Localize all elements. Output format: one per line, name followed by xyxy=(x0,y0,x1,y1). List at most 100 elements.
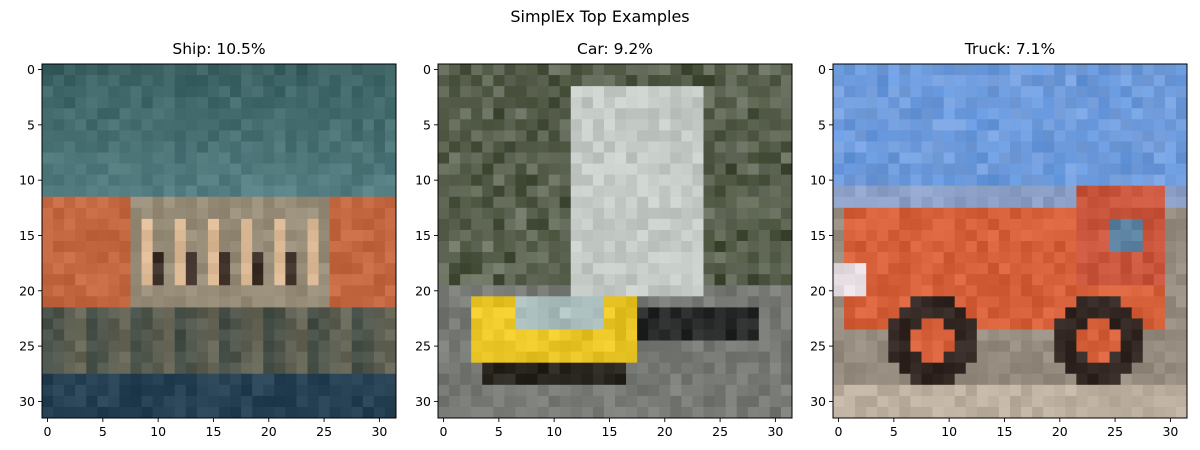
y-tick-label: 10 xyxy=(810,173,826,188)
pixel xyxy=(866,141,878,153)
pixel xyxy=(692,241,704,253)
pixel xyxy=(910,329,922,341)
pixel xyxy=(877,185,889,198)
pixel xyxy=(548,351,561,364)
pixel xyxy=(1076,252,1088,264)
pixel xyxy=(449,318,461,330)
pixel xyxy=(53,174,65,187)
pixel xyxy=(1010,318,1022,330)
pixel xyxy=(736,373,749,386)
pixel xyxy=(1120,86,1133,98)
pixel xyxy=(329,152,342,164)
pixel xyxy=(97,97,109,109)
pixel xyxy=(703,174,715,187)
pixel xyxy=(274,185,286,198)
pixel xyxy=(174,119,187,131)
pixel xyxy=(626,307,638,319)
pixel xyxy=(1109,130,1122,142)
pixel xyxy=(866,395,878,408)
pixel xyxy=(736,406,749,419)
pixel xyxy=(515,130,527,142)
pixel xyxy=(163,329,176,341)
pixel xyxy=(888,263,900,275)
pixel xyxy=(482,163,494,176)
pixel xyxy=(1076,362,1088,375)
pixel xyxy=(714,152,727,164)
x-tick-label: 25 xyxy=(1107,424,1123,439)
pixel xyxy=(877,318,889,330)
pixel xyxy=(681,274,693,286)
axes-frame xyxy=(41,63,397,419)
pixel xyxy=(108,141,120,153)
pixel xyxy=(1109,141,1122,153)
pixel xyxy=(670,340,682,353)
y-tick-label: 30 xyxy=(19,394,35,409)
pixel xyxy=(53,196,65,209)
pixel xyxy=(637,285,649,297)
pixel xyxy=(833,318,845,330)
pixel xyxy=(758,108,771,120)
pixel xyxy=(1131,141,1144,153)
pixel xyxy=(548,163,561,176)
pixel xyxy=(1076,218,1088,231)
pixel xyxy=(219,152,231,164)
pixel xyxy=(449,384,461,397)
pixel xyxy=(648,130,660,142)
pixel xyxy=(318,329,331,341)
pixel xyxy=(340,384,353,397)
pixel xyxy=(174,373,187,386)
pixel xyxy=(855,86,867,98)
pixel xyxy=(1120,229,1133,242)
pixel xyxy=(307,351,319,364)
pixel xyxy=(340,285,353,297)
pixel xyxy=(769,108,782,120)
pixel xyxy=(1164,174,1177,187)
pixel xyxy=(910,152,922,164)
pixel xyxy=(592,64,605,76)
pixel xyxy=(910,174,922,187)
pixel xyxy=(932,340,945,353)
pixel xyxy=(559,252,572,264)
pixel xyxy=(877,196,889,209)
pixel xyxy=(97,318,109,330)
pixel xyxy=(219,130,231,142)
pixel xyxy=(384,351,397,364)
pixel xyxy=(108,218,120,231)
y-tick-label: 30 xyxy=(415,394,431,409)
pixel xyxy=(438,307,450,319)
pixel xyxy=(318,263,331,275)
pixel xyxy=(1098,252,1110,264)
pixel xyxy=(207,351,220,364)
pixel xyxy=(196,152,209,164)
y-tick-label: 0 xyxy=(423,62,431,77)
pixel xyxy=(471,152,483,164)
pixel xyxy=(1065,285,1077,297)
pixel xyxy=(1076,174,1088,187)
pixel xyxy=(780,97,793,109)
pixel xyxy=(384,395,397,408)
pixel xyxy=(318,75,331,87)
pixel xyxy=(53,207,65,220)
pixel xyxy=(987,152,1000,164)
pixel xyxy=(714,373,727,386)
pixel xyxy=(758,263,771,275)
pixel xyxy=(921,75,933,87)
pixel xyxy=(670,218,682,231)
pixel xyxy=(921,130,933,142)
pixel xyxy=(965,395,978,408)
pixel xyxy=(932,119,945,131)
pixel xyxy=(548,384,561,397)
pixel xyxy=(703,285,715,297)
pixel xyxy=(1054,318,1066,330)
pixel xyxy=(318,373,331,386)
pixel xyxy=(1098,64,1110,76)
pixel xyxy=(987,141,1000,153)
pixel xyxy=(833,86,845,98)
pixel xyxy=(1131,362,1144,375)
pixel xyxy=(648,75,660,87)
pixel xyxy=(681,362,693,375)
pixel xyxy=(548,119,561,131)
pixel xyxy=(866,384,878,397)
pixel xyxy=(108,351,120,364)
pixel xyxy=(1087,252,1099,264)
